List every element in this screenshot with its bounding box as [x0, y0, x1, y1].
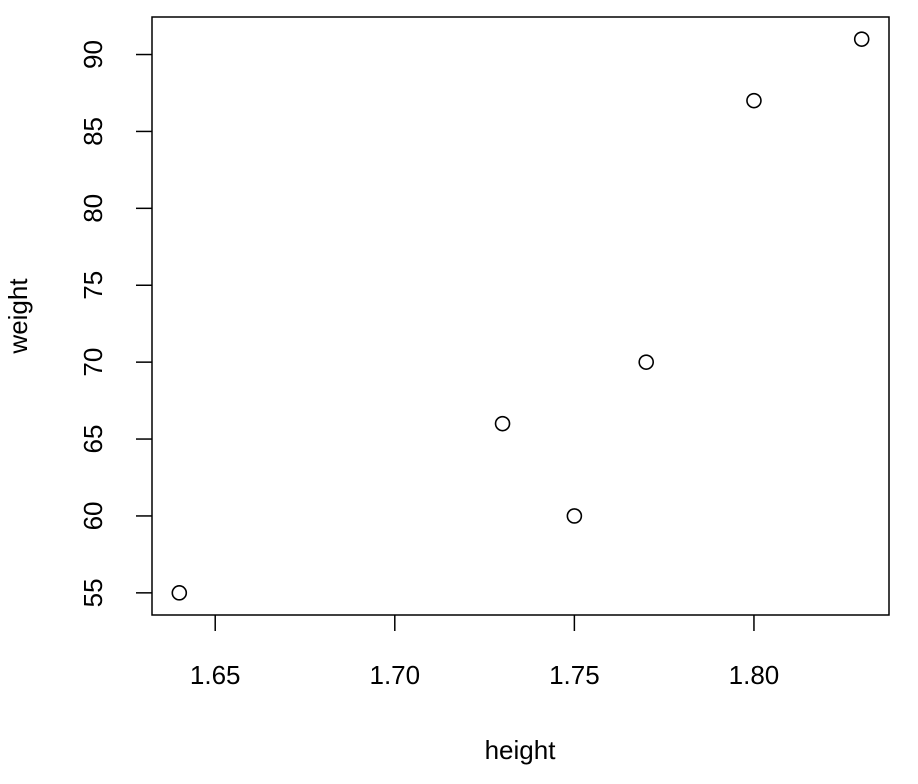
y-tick-label: 85 — [78, 117, 108, 146]
y-tick-label: 65 — [78, 425, 108, 454]
point — [853, 31, 870, 47]
y-tick-label: 80 — [78, 194, 108, 223]
x-tick-label: 1.80 — [729, 660, 780, 690]
y-tick-label: 75 — [78, 271, 108, 300]
point — [566, 508, 583, 524]
y-tick-label: 70 — [78, 348, 108, 377]
y-axis-label: weight — [3, 278, 33, 355]
y-tick-label: 60 — [78, 501, 108, 530]
x-tick-label: 1.65 — [190, 660, 241, 690]
point — [638, 354, 655, 370]
plot-frame — [151, 16, 890, 616]
y-tick-label: 55 — [78, 578, 108, 607]
x-tick-label: 1.75 — [549, 660, 600, 690]
x-axis-label: height — [485, 735, 557, 765]
point — [494, 415, 511, 432]
y-tick-label: 90 — [78, 40, 108, 69]
point — [171, 585, 188, 601]
x-tick-label: 1.70 — [369, 660, 420, 690]
point — [746, 92, 762, 109]
